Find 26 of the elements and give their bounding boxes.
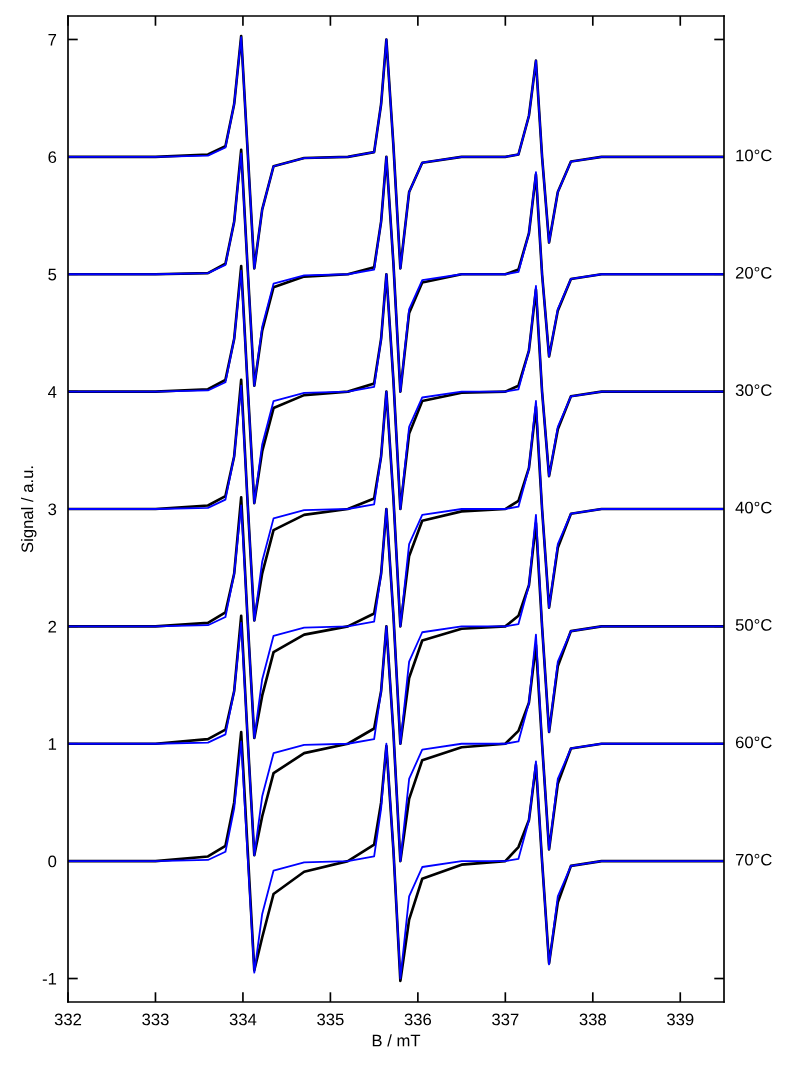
x-tick-label: 337 [492, 1013, 519, 1026]
text: 40°C [735, 501, 772, 514]
x-tick-label: 338 [579, 1013, 606, 1026]
x-tick-label: 334 [229, 1013, 257, 1026]
y-tick-label: -1 [42, 973, 57, 985]
text: 30°C [735, 384, 772, 397]
x-tick-label: 335 [317, 1013, 344, 1026]
text: 70°C [735, 853, 772, 866]
y-axis-title: Signal / a.u. [20, 466, 37, 553]
y-tick-label: 3 [48, 503, 57, 516]
x-tick-label: 333 [142, 1013, 169, 1026]
x-tick-label: 339 [667, 1013, 694, 1026]
text: 20°C [735, 266, 772, 279]
y-tick-label: 6 [48, 151, 57, 164]
text: 50°C [735, 619, 772, 631]
text: 60°C [735, 736, 772, 749]
y-tick-label: 5 [48, 268, 57, 281]
x-tick-label: 336 [404, 1013, 432, 1026]
x-axis-title: B / mT [372, 1034, 421, 1047]
y-tick-label: 1 [48, 738, 57, 750]
y-tick-label: 4 [48, 386, 57, 398]
text: 10°C [736, 149, 772, 162]
y-tick-label: 2 [48, 620, 57, 633]
y-tick-label: 0 [48, 855, 57, 868]
x-tick-label: 332 [54, 1013, 82, 1026]
y-tick-label: 7 [48, 34, 57, 46]
